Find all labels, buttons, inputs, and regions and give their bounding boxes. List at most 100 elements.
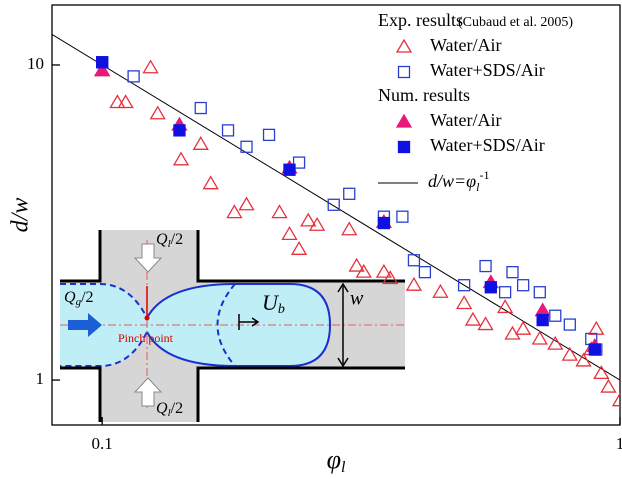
x-axis-label-sub: l bbox=[341, 459, 346, 476]
marker-triangle bbox=[575, 352, 592, 367]
marker-triangle bbox=[593, 365, 610, 380]
y-axis-label: d/w bbox=[8, 198, 34, 233]
inset-label: Ql/2 bbox=[156, 400, 183, 419]
legend-label: Water+SDS/Air bbox=[430, 135, 545, 155]
inset-label-symbol: Q bbox=[64, 289, 76, 306]
legend-fit-label: d/w=φl-1 bbox=[428, 168, 489, 194]
marker-triangle bbox=[109, 94, 126, 109]
marker-square bbox=[506, 266, 519, 279]
marker-triangle bbox=[308, 216, 326, 231]
marker-square bbox=[563, 318, 576, 331]
marker-triangle bbox=[341, 221, 358, 236]
marker-triangle bbox=[514, 320, 532, 335]
x-axis-label: φl bbox=[327, 445, 346, 476]
marker-square bbox=[194, 101, 207, 115]
marker-triangle bbox=[149, 105, 166, 120]
marker-triangle bbox=[202, 175, 219, 190]
x-axis-label-symbol: φ bbox=[327, 445, 341, 474]
marker-square bbox=[516, 279, 530, 292]
marker-triangle bbox=[94, 62, 111, 77]
marker-square bbox=[418, 266, 432, 279]
marker-square bbox=[240, 140, 253, 153]
y-tick-label: 1 bbox=[36, 369, 45, 388]
marker-square bbox=[457, 279, 471, 292]
inset-label-rest: /2 bbox=[81, 289, 93, 306]
marker-square bbox=[396, 210, 409, 223]
marker-triangle bbox=[477, 316, 494, 331]
marker-square bbox=[484, 281, 497, 294]
legend-marker bbox=[397, 140, 411, 154]
marker-square bbox=[327, 198, 340, 211]
legend-marker bbox=[395, 38, 413, 53]
marker-triangle bbox=[192, 136, 209, 150]
marker-triangle bbox=[375, 263, 393, 278]
marker-triangle bbox=[455, 295, 473, 310]
inset-diagram bbox=[60, 230, 405, 422]
y-tick-label: 10 bbox=[27, 54, 44, 73]
marker-triangle bbox=[300, 212, 317, 227]
marker-square bbox=[96, 56, 109, 69]
marker-square bbox=[536, 313, 549, 327]
legend-marker bbox=[395, 113, 413, 128]
x-tick-label: 0.1 bbox=[92, 434, 113, 453]
legend-group-note: (Cubaud et al. 2005) bbox=[458, 15, 573, 30]
inset-label-rest: /2 bbox=[171, 231, 183, 248]
legend-fit-sub: l bbox=[476, 180, 480, 194]
inset-label-symbol: U bbox=[262, 290, 280, 315]
marker-triangle bbox=[405, 276, 423, 291]
marker-triangle bbox=[226, 204, 243, 219]
inset-label: Ql/2 bbox=[156, 231, 183, 250]
marker-triangle bbox=[496, 299, 514, 314]
marker-triangle bbox=[271, 204, 288, 219]
inset-label: Ub bbox=[262, 290, 285, 317]
inset-label: w bbox=[350, 288, 364, 310]
marker-triangle bbox=[432, 283, 449, 298]
marker-square bbox=[127, 70, 140, 83]
marker-square bbox=[533, 286, 546, 299]
legend-fit-main: d/w=φ bbox=[428, 171, 476, 191]
marker-square bbox=[588, 343, 601, 356]
marker-triangle bbox=[600, 378, 617, 393]
plot-area bbox=[52, 34, 620, 407]
inset-label: Pinch point bbox=[118, 331, 174, 345]
inset-label-sub: g bbox=[76, 296, 82, 308]
marker-triangle bbox=[117, 94, 134, 109]
marker-square bbox=[377, 216, 391, 230]
marker-triangle bbox=[238, 196, 255, 211]
inset-label-sub: l bbox=[168, 238, 171, 250]
legend-label: Water/Air bbox=[430, 110, 502, 130]
x-tick-label: 1 bbox=[616, 434, 622, 453]
marker-triangle bbox=[348, 257, 365, 272]
inset-label-symbol: Q bbox=[156, 400, 168, 417]
legend-group-title: Exp. results bbox=[378, 10, 463, 30]
marker-triangle bbox=[531, 330, 548, 345]
marker-triangle bbox=[547, 335, 564, 350]
inset-label: Qg/2 bbox=[64, 289, 94, 308]
inset-label-sub: b bbox=[278, 302, 285, 317]
marker-triangle bbox=[281, 226, 298, 241]
inset-label-symbol: Q bbox=[156, 231, 168, 248]
marker-square bbox=[479, 259, 492, 273]
marker-square bbox=[221, 124, 235, 137]
inset-label-sub: l bbox=[168, 407, 171, 419]
inset-label-rest: /2 bbox=[171, 400, 183, 417]
marker-triangle bbox=[611, 392, 620, 407]
legend-label: Water+SDS/Air bbox=[430, 60, 545, 80]
marker-triangle bbox=[464, 311, 482, 326]
marker-triangle bbox=[504, 325, 521, 340]
legend-fit-sup: -1 bbox=[479, 168, 489, 182]
marker-triangle bbox=[142, 59, 159, 74]
marker-triangle bbox=[172, 151, 190, 166]
fit-line bbox=[52, 34, 620, 381]
marker-square bbox=[262, 128, 276, 142]
marker-square bbox=[173, 124, 186, 137]
overlay: 0.1 1 1 10 Exp. results(Cubaud et al. 2005) W… bbox=[27, 10, 622, 453]
legend-group-title: Num. results bbox=[378, 85, 470, 105]
legend-marker bbox=[397, 65, 411, 79]
legend-label: Water/Air bbox=[430, 35, 502, 55]
marker-triangle bbox=[561, 346, 578, 361]
marker-triangle bbox=[290, 241, 308, 255]
marker-square bbox=[498, 286, 512, 299]
marker-square bbox=[283, 163, 296, 176]
